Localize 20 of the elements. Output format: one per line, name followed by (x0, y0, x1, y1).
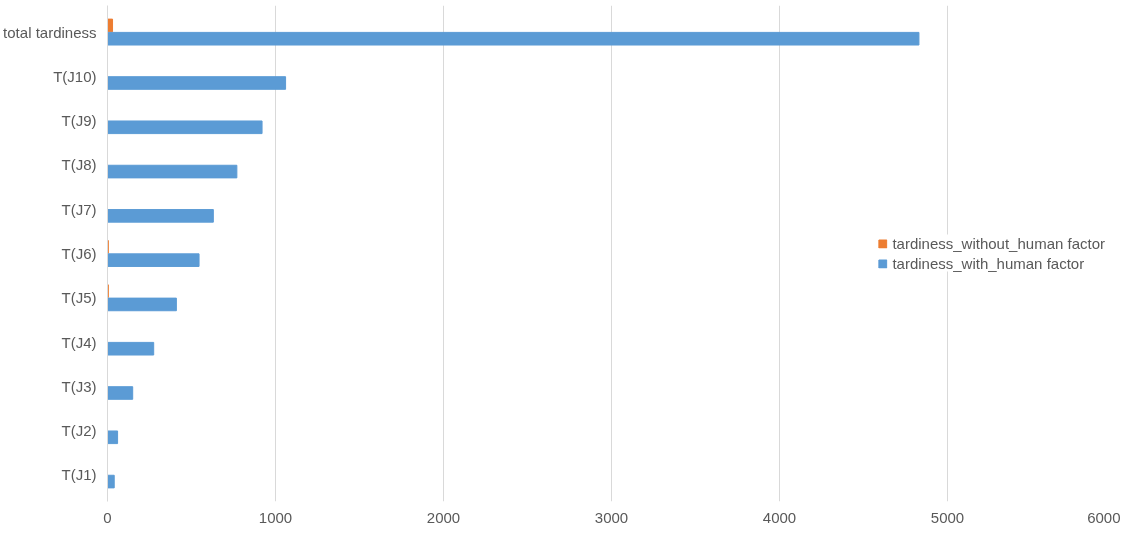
x-tick-label: 1000 (258, 508, 293, 526)
x-tick-label: 3000 (594, 508, 629, 526)
y-tick-label: total tardiness (3, 23, 97, 41)
x-tick-label: 0 (103, 508, 112, 526)
x-tick-label: 5000 (930, 508, 965, 526)
y-tick-label: T(J2) (61, 422, 97, 440)
y-tick-label: T(J6) (61, 245, 97, 262)
y-tick-label: T(J10) (53, 67, 97, 85)
y-tick-label: T(J7) (61, 200, 97, 218)
legend-label: tardiness_with_human factor (892, 254, 1085, 272)
x-tick-label: 2000 (426, 508, 461, 526)
y-tick-label: T(J4) (61, 333, 97, 351)
x-tick-label: 6000 (1087, 508, 1121, 526)
legend-label: tardiness_without_human factor (892, 234, 1105, 252)
y-tick-label: T(J5) (61, 289, 97, 307)
y-tick-label: T(J3) (61, 377, 97, 395)
y-tick-label: T(J9) (61, 112, 97, 130)
x-tick-label: 4000 (762, 508, 797, 526)
y-tick-label: T(J8) (61, 156, 97, 174)
y-tick-label: T(J1) (61, 466, 97, 484)
